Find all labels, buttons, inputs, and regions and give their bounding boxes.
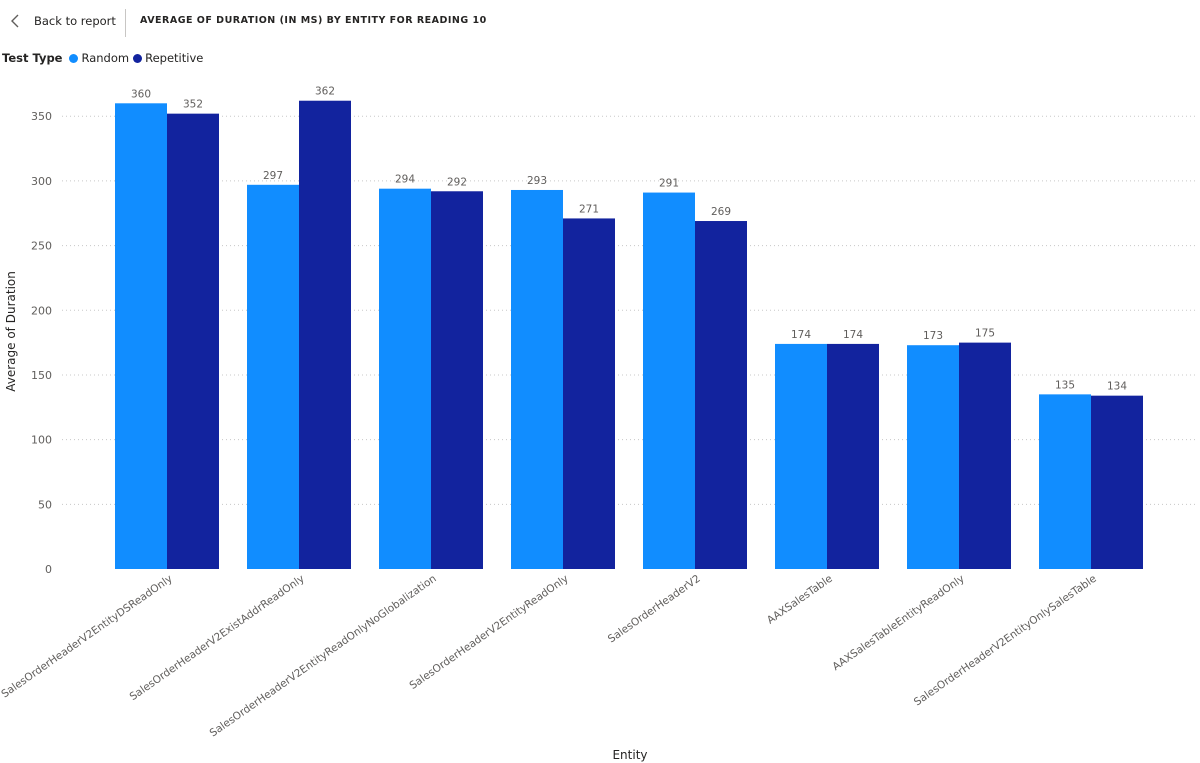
y-axis-title: Average of Duration: [4, 271, 18, 392]
data-label-random-4: 291: [659, 178, 679, 190]
legend-label-random: Random: [81, 51, 130, 65]
chevron-left-icon: [11, 14, 19, 28]
back-to-report-button[interactable]: Back to report: [8, 9, 116, 33]
bar-repetitive-5: [827, 343, 879, 569]
bar-repetitive-3: [563, 218, 615, 570]
y-tick-label-350: 350: [31, 110, 52, 123]
bar-random-7: [1039, 394, 1091, 569]
bar-random-1: [247, 184, 299, 570]
y-tick-label-200: 200: [31, 304, 52, 317]
y-tick-label-0: 0: [45, 563, 52, 576]
bar-repetitive-2: [431, 191, 483, 569]
data-label-random-6: 173: [923, 330, 943, 342]
data-label-random-2: 294: [395, 174, 415, 186]
data-label-repetitive-0: 352: [183, 99, 203, 111]
data-label-repetitive-4: 269: [711, 206, 731, 218]
legend: Test Type Random Repetitive: [2, 50, 207, 66]
y-tick-label-150: 150: [31, 369, 52, 382]
back-to-report-label: Back to report: [34, 14, 116, 28]
legend-item-repetitive[interactable]: Repetitive: [133, 51, 203, 65]
data-label-random-7: 135: [1055, 379, 1075, 391]
x-tick-label-3: SalesOrderHeaderV2EntityReadOnly: [407, 573, 570, 692]
data-label-repetitive-6: 175: [975, 328, 995, 340]
data-label-random-0: 360: [131, 88, 151, 100]
bar-repetitive-4: [695, 221, 747, 569]
x-tick-label-5: AAXSalesTable: [765, 573, 835, 627]
bar-random-6: [907, 345, 959, 569]
legend-item-random[interactable]: Random: [69, 51, 129, 65]
legend-dot-random: [69, 53, 79, 63]
x-axis-title: Entity: [612, 748, 647, 762]
legend-dot-repetitive: [133, 53, 143, 63]
data-label-repetitive-5: 174: [843, 329, 863, 341]
bar-random-5: [775, 343, 827, 569]
bar-repetitive-7: [1091, 395, 1143, 569]
page-title: AVERAGE OF DURATION (IN MS) BY ENTITY FO…: [140, 15, 487, 26]
header-divider: [125, 9, 126, 37]
data-label-random-1: 297: [263, 170, 283, 182]
bar-repetitive-6: [959, 342, 1011, 569]
bar-random-0: [115, 103, 167, 569]
data-label-random-3: 293: [527, 175, 547, 187]
x-tick-label-2: SalesOrderHeaderV2EntityReadOnlyNoGlobal…: [208, 573, 439, 740]
x-tick-label-4: SalesOrderHeaderV2: [606, 573, 703, 646]
bar-random-3: [511, 189, 563, 569]
data-label-repetitive-7: 134: [1107, 381, 1127, 393]
data-label-random-5: 174: [791, 329, 811, 341]
data-label-repetitive-2: 292: [447, 176, 467, 188]
bar-repetitive-1: [299, 100, 351, 569]
top-bar: Back to report AVERAGE OF DURATION (IN M…: [0, 0, 1200, 44]
y-tick-label-50: 50: [38, 498, 52, 511]
bar-random-2: [379, 188, 431, 570]
y-tick-label-100: 100: [31, 434, 52, 447]
legend-label-repetitive: Repetitive: [145, 51, 204, 65]
y-tick-label-250: 250: [31, 240, 52, 253]
x-tick-label-6: AAXSalesTableEntityReadOnly: [830, 573, 966, 673]
bar-repetitive-0: [167, 113, 219, 569]
bar-random-4: [643, 192, 695, 570]
legend-title: Test Type: [2, 51, 63, 65]
data-label-repetitive-1: 362: [315, 86, 335, 98]
data-label-repetitive-3: 271: [579, 203, 599, 215]
y-tick-label-300: 300: [31, 175, 52, 188]
